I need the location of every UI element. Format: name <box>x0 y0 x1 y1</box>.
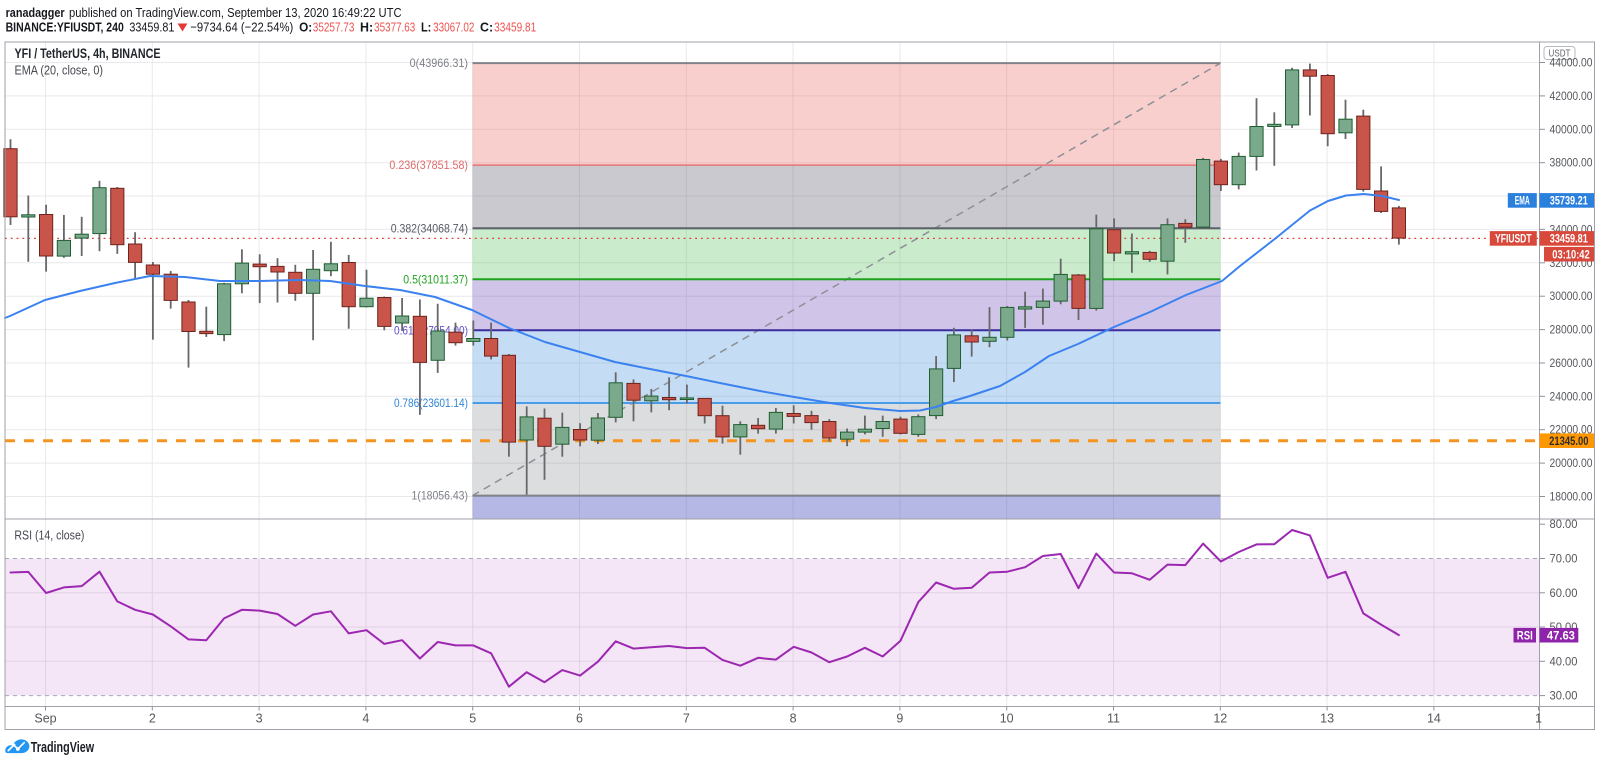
svg-text:40000.00: 40000.00 <box>1550 124 1593 136</box>
svg-text:published on TradingView.com,: published on TradingView.com, September … <box>69 5 402 20</box>
svg-text:1(18056.43): 1(18056.43) <box>412 489 469 503</box>
svg-text:8: 8 <box>790 712 797 726</box>
svg-text:RSI (14, close): RSI (14, close) <box>14 528 84 543</box>
svg-text:60.00: 60.00 <box>1550 588 1578 600</box>
svg-text:33459.81: 33459.81 <box>129 19 174 34</box>
svg-text:EMA (20, close, 0): EMA (20, close, 0) <box>15 63 104 78</box>
svg-text:21345.00: 21345.00 <box>1549 434 1589 448</box>
svg-text:30000.00: 30000.00 <box>1550 291 1593 303</box>
svg-text:H:: H: <box>360 19 373 34</box>
svg-text:0.382(34068.74): 0.382(34068.74) <box>391 221 468 235</box>
svg-text:2: 2 <box>149 712 156 726</box>
svg-text:ranadagger: ranadagger <box>6 5 65 20</box>
svg-text:0.5(31011.37): 0.5(31011.37) <box>403 272 468 286</box>
svg-text:Sep: Sep <box>34 712 56 726</box>
svg-text:35377.63: 35377.63 <box>374 19 415 34</box>
svg-text:1: 1 <box>1535 712 1542 726</box>
svg-text:42000.00: 42000.00 <box>1550 91 1593 103</box>
svg-text:35739.21: 35739.21 <box>1550 194 1588 208</box>
svg-text:12: 12 <box>1213 712 1227 726</box>
svg-text:BINANCE:YFIUSDT, 240: BINANCE:YFIUSDT, 240 <box>6 19 124 34</box>
svg-text:70.00: 70.00 <box>1550 554 1578 566</box>
svg-text:47.63: 47.63 <box>1547 628 1575 642</box>
svg-text:9: 9 <box>896 712 903 726</box>
svg-text:38000.00: 38000.00 <box>1550 158 1593 170</box>
svg-text:30.00: 30.00 <box>1550 691 1578 703</box>
svg-text:11: 11 <box>1107 712 1120 726</box>
svg-text:14: 14 <box>1427 712 1441 726</box>
svg-text:YFIUSDT: YFIUSDT <box>1495 232 1532 246</box>
svg-text:18000.00: 18000.00 <box>1550 492 1593 504</box>
svg-text:0(43966.31): 0(43966.31) <box>410 56 468 70</box>
svg-text:40.00: 40.00 <box>1550 656 1578 668</box>
svg-text:0.236(37851.58): 0.236(37851.58) <box>389 158 468 172</box>
svg-text:−9734.64 (−22.54%): −9734.64 (−22.54%) <box>190 19 293 34</box>
svg-text:L:: L: <box>421 19 431 34</box>
svg-text:80.00: 80.00 <box>1550 519 1578 531</box>
svg-text:33067.02: 33067.02 <box>433 19 474 34</box>
svg-text:3: 3 <box>256 712 263 726</box>
svg-text:20000.00: 20000.00 <box>1550 458 1593 470</box>
svg-text:YFI / TetherUS, 4h, BINANCE: YFI / TetherUS, 4h, BINANCE <box>15 46 161 61</box>
svg-text:26000.00: 26000.00 <box>1550 358 1593 370</box>
svg-text:USDT: USDT <box>1549 48 1571 60</box>
svg-text:O:: O: <box>299 19 312 34</box>
svg-text:5: 5 <box>469 712 476 726</box>
svg-text:4: 4 <box>362 712 369 726</box>
svg-text:0.786(23601.14): 0.786(23601.14) <box>394 396 468 410</box>
svg-text:10: 10 <box>1000 712 1014 726</box>
svg-text:EMA: EMA <box>1515 194 1530 208</box>
svg-text:44000.00: 44000.00 <box>1550 58 1593 70</box>
svg-text:33459.81: 33459.81 <box>494 19 536 34</box>
svg-text:35257.73: 35257.73 <box>313 19 355 34</box>
svg-text:03:10:42: 03:10:42 <box>1552 247 1590 261</box>
svg-text:7: 7 <box>683 712 690 726</box>
svg-text:6: 6 <box>576 712 583 726</box>
svg-text:C:: C: <box>480 19 493 34</box>
svg-text:33459.81: 33459.81 <box>1550 232 1588 246</box>
svg-text:TradingView: TradingView <box>31 739 95 756</box>
svg-text:RSI: RSI <box>1517 628 1533 642</box>
svg-text:13: 13 <box>1320 712 1334 726</box>
svg-text:24000.00: 24000.00 <box>1550 391 1593 403</box>
svg-text:28000.00: 28000.00 <box>1550 325 1593 337</box>
